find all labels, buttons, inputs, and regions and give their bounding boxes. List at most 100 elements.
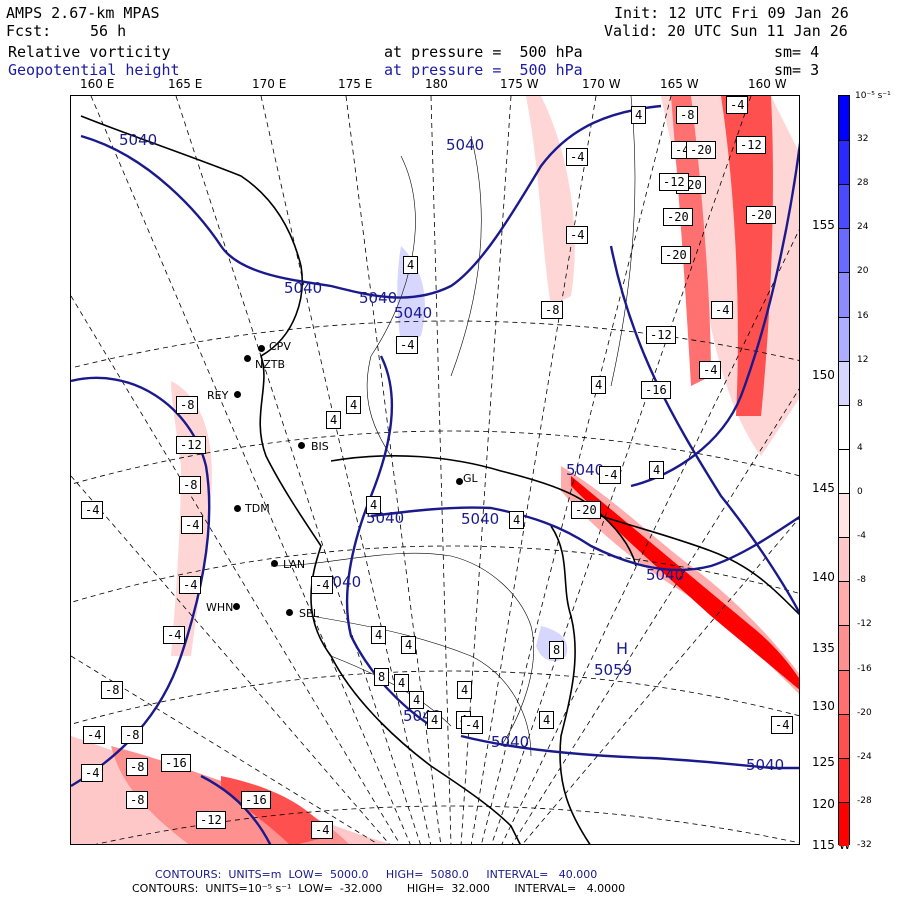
vorticity-contour-label: -12 — [736, 136, 766, 154]
station-dot — [286, 609, 293, 616]
station-dot — [298, 442, 305, 449]
colorbar-tick-label: 0 — [857, 487, 863, 498]
vorticity-contour-label: -8 — [179, 476, 202, 494]
height-contour-label: 5040 — [119, 131, 158, 149]
station-dot — [233, 603, 240, 610]
colorbar-tick-label: -24 — [857, 751, 872, 762]
longitude-label: 160 W — [748, 77, 787, 91]
vorticity-contour-label: 4 — [401, 636, 417, 654]
vorticity-contour-label: -12 — [196, 811, 226, 829]
colorbar-segment — [839, 801, 849, 846]
vorticity-contour-label: -4 — [566, 226, 589, 244]
vorticity-contour-label: -4 — [311, 576, 334, 594]
colorbar-segment — [839, 96, 849, 141]
longitude-label: 165 W — [660, 77, 699, 91]
vorticity-contour-label: -8 — [676, 106, 699, 124]
height-contour-label: 5040 — [446, 136, 485, 154]
vorticity-contour-label: -4 — [81, 501, 104, 519]
height-contour-label: 5040 — [359, 289, 398, 307]
vorticity-contour-label: -4 — [181, 516, 204, 534]
vorticity-contour-label: 4 — [346, 396, 362, 414]
colorbar-tick-label: -28 — [857, 795, 872, 806]
vorticity-contour-label: -4 — [599, 466, 622, 484]
vorticity-contour-label: -8 — [126, 758, 149, 776]
station-dot — [234, 505, 241, 512]
vorticity-contour-label: -4 — [726, 96, 749, 114]
vorticity-contour-label: -4 — [771, 716, 794, 734]
vorticity-contour-label: -20 — [571, 501, 601, 519]
vorticity-contour-label: 4 — [366, 496, 382, 514]
vorticity-contour-label: -4 — [396, 336, 419, 354]
station-label: LAN — [283, 558, 306, 571]
vorticity-contour-label: -4 — [566, 148, 589, 166]
colorbar-segment — [839, 448, 849, 494]
station-dot — [244, 355, 251, 362]
colorbar-segment — [839, 625, 849, 670]
colorbar-segment — [839, 713, 849, 758]
field1-level: at pressure = 500 hPa — [384, 43, 583, 61]
station-label: SEL — [299, 607, 320, 620]
vorticity-contour-label: 4 — [457, 681, 473, 699]
map-panel: CPV NZTB REY BIS TDM LAN WHN SEL GL 5040 5040 5040… — [70, 95, 800, 845]
high-pressure-value: 5059 — [594, 661, 633, 679]
colorbar-tick-label: 24 — [857, 222, 869, 233]
colorbar-segment — [839, 493, 849, 538]
field1-smoothing: sm= 4 — [774, 43, 820, 61]
station-label: TDM — [245, 502, 270, 515]
vorticity-contour-label: 4 — [539, 711, 555, 729]
vorticity-contour-label: 4 — [509, 511, 525, 529]
vorticity-contour-label: -16 — [641, 381, 671, 399]
field2-smoothing: sm= 3 — [774, 61, 820, 79]
vorticity-contour-label: -20 — [686, 141, 716, 159]
vorticity-contour-label: -12 — [176, 436, 206, 454]
vorticity-contour-label: 4 — [427, 711, 443, 729]
vorticity-contour-info: CONTOURS: UNITS=10⁻⁵ s⁻¹ LOW= -32.000 HI… — [132, 882, 626, 895]
colorbar-segment — [839, 581, 849, 626]
vorticity-contour-label: 4 — [403, 256, 419, 274]
colorbar-tick-label: -20 — [857, 707, 872, 718]
vorticity-contour-label: -4 — [81, 764, 104, 782]
vorticity-contour-label: 4 — [631, 106, 647, 124]
station-label: REY — [207, 389, 229, 402]
station-label: NZTB — [255, 358, 286, 371]
station-dot — [234, 391, 241, 398]
vorticity-contour-label: -20 — [663, 208, 693, 226]
colorbar-tick-label: 32 — [857, 134, 869, 145]
height-contour-info: CONTOURS: UNITS=m LOW= 5000.0 HIGH= 5080… — [155, 868, 598, 881]
colorbar-segment — [839, 757, 849, 802]
field2-name: Geopotential height — [8, 61, 180, 79]
vorticity-contour-label: -8 — [121, 726, 144, 744]
vorticity-contour-label: 8 — [549, 641, 565, 659]
vorticity-contour-label: -8 — [176, 396, 199, 414]
longitude-label: 160 E — [80, 77, 115, 91]
station-dot — [258, 345, 265, 352]
colorbar-segment — [839, 184, 849, 229]
colorbar-segment — [839, 272, 849, 317]
colorbar-segment — [839, 140, 849, 185]
colorbar-tick-label: -16 — [857, 663, 872, 674]
vorticity-contour-label: -4 — [699, 361, 722, 379]
model-title: AMPS 2.67-km MPAS — [6, 4, 160, 22]
vorticity-contour-label: 4 — [394, 674, 410, 692]
colorbar-tick-label: 12 — [857, 354, 869, 365]
height-contour-label: 5040 — [566, 461, 605, 479]
field2-level: at pressure = 500 hPa — [384, 61, 583, 79]
vorticity-contour-label: -12 — [646, 326, 676, 344]
colorbar-units: 10⁻⁵ s⁻¹ — [855, 91, 891, 101]
field1-name: Relative vorticity — [8, 43, 171, 61]
longitude-label: 170 E — [252, 77, 287, 91]
valid-time: Valid: 20 UTC Sun 11 Jan 26 — [604, 22, 848, 40]
init-time: Init: 12 UTC Fri 09 Jan 26 — [614, 4, 849, 22]
vorticity-contour-label: 4 — [591, 376, 607, 394]
colorbar-tick-label: 4 — [857, 442, 863, 453]
longitude-label: 165 E — [168, 77, 203, 91]
longitude-label: 175 W — [500, 77, 539, 91]
colorbar-segment — [839, 228, 849, 273]
colorbar-tick-label: -8 — [857, 575, 866, 586]
vorticity-contour-label: -4 — [179, 576, 202, 594]
vorticity-contour-label: -4 — [311, 821, 334, 839]
vorticity-contour-label: -4 — [163, 626, 186, 644]
vorticity-contour-label: 8 — [374, 668, 390, 686]
vorticity-contour-label: 4 — [326, 411, 342, 429]
station-label: BIS — [311, 440, 329, 453]
